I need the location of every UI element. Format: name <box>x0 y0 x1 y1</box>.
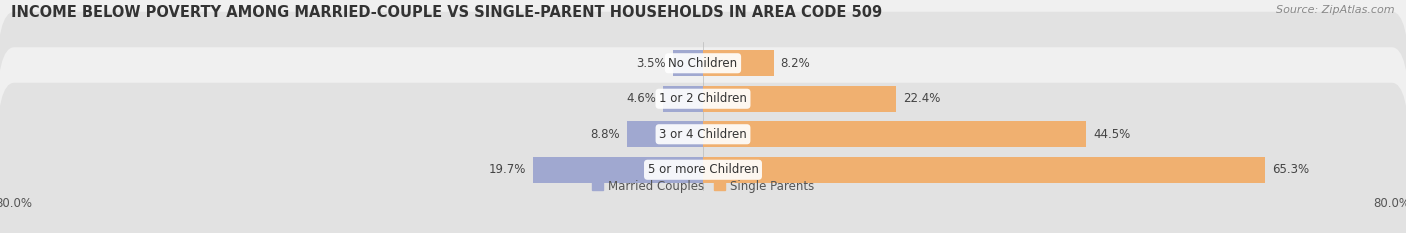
Text: No Children: No Children <box>668 57 738 70</box>
Bar <box>703 121 1087 147</box>
Bar <box>533 157 703 182</box>
Text: 8.2%: 8.2% <box>780 57 810 70</box>
Text: 22.4%: 22.4% <box>903 92 941 105</box>
Bar <box>673 51 703 76</box>
Text: 8.8%: 8.8% <box>591 128 620 141</box>
Bar <box>703 86 896 112</box>
Text: 3 or 4 Children: 3 or 4 Children <box>659 128 747 141</box>
Text: Source: ZipAtlas.com: Source: ZipAtlas.com <box>1277 5 1395 15</box>
Bar <box>703 51 773 76</box>
Text: 65.3%: 65.3% <box>1272 163 1309 176</box>
Text: INCOME BELOW POVERTY AMONG MARRIED-COUPLE VS SINGLE-PARENT HOUSEHOLDS IN AREA CO: INCOME BELOW POVERTY AMONG MARRIED-COUPL… <box>11 5 883 20</box>
Text: 44.5%: 44.5% <box>1092 128 1130 141</box>
FancyBboxPatch shape <box>0 0 1406 150</box>
Legend: Married Couples, Single Parents: Married Couples, Single Parents <box>592 180 814 193</box>
Text: 19.7%: 19.7% <box>489 163 526 176</box>
Bar <box>627 121 703 147</box>
Text: 4.6%: 4.6% <box>627 92 657 105</box>
Text: 3.5%: 3.5% <box>637 57 666 70</box>
FancyBboxPatch shape <box>0 12 1406 186</box>
Bar <box>664 86 703 112</box>
Text: 5 or more Children: 5 or more Children <box>648 163 758 176</box>
Bar <box>703 157 1265 182</box>
Text: 1 or 2 Children: 1 or 2 Children <box>659 92 747 105</box>
FancyBboxPatch shape <box>0 47 1406 221</box>
FancyBboxPatch shape <box>0 83 1406 233</box>
